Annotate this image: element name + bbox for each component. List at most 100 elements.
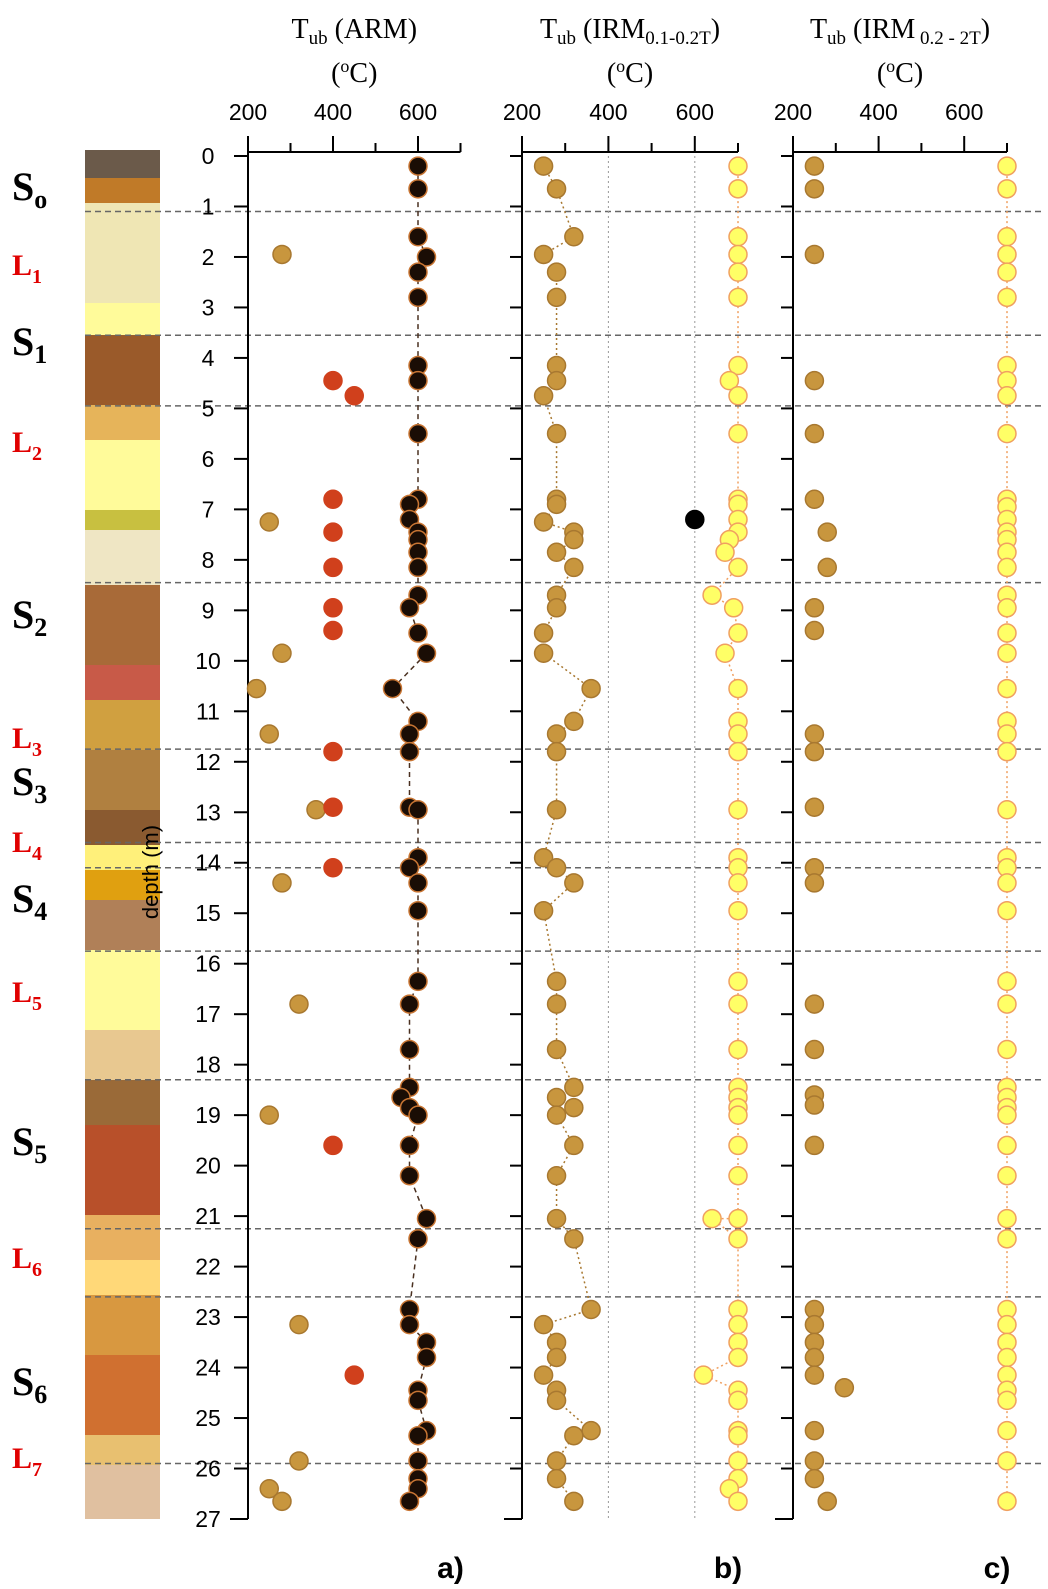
data-point xyxy=(728,724,748,744)
data-point xyxy=(408,287,428,308)
data-point xyxy=(564,711,584,732)
data-point xyxy=(416,1208,437,1229)
data-point xyxy=(546,598,567,618)
data-point xyxy=(533,386,554,406)
y-tick-label: 19 xyxy=(195,1102,221,1128)
unit-text: C) xyxy=(349,58,377,89)
data-point xyxy=(728,1039,748,1060)
data-point xyxy=(702,1208,722,1229)
data-point xyxy=(728,355,748,376)
data-point xyxy=(399,858,420,878)
unit-label: L7 xyxy=(12,1442,42,1481)
y-tick-label: 4 xyxy=(202,345,215,371)
data-point xyxy=(533,900,554,921)
data-point xyxy=(817,522,837,542)
data-point xyxy=(408,262,428,282)
data-point xyxy=(997,623,1017,643)
data-point xyxy=(728,1105,748,1125)
data-point xyxy=(546,724,567,744)
data-point xyxy=(408,557,428,578)
data-point xyxy=(997,1390,1017,1411)
unit-letter: S xyxy=(12,319,34,364)
data-point xyxy=(546,1208,567,1229)
data-point xyxy=(728,971,748,992)
data-point xyxy=(533,244,554,265)
y-tick-label: 20 xyxy=(195,1153,221,1179)
unit-letter: L xyxy=(12,976,32,1009)
panel-letter: a) xyxy=(437,1552,464,1585)
data-point xyxy=(546,1468,567,1489)
data-point xyxy=(546,370,567,391)
unit-letter: L xyxy=(12,249,32,282)
lithology-column xyxy=(85,150,160,1519)
data-point xyxy=(408,1390,428,1411)
title-text: (ARM) xyxy=(328,14,417,45)
data-point xyxy=(728,156,748,176)
data-point xyxy=(728,557,748,578)
data-point xyxy=(323,489,343,510)
data-point xyxy=(289,994,309,1014)
data-point xyxy=(728,623,748,643)
data-point xyxy=(546,179,567,199)
data-point xyxy=(416,643,437,663)
data-point xyxy=(546,542,567,563)
unit-text: ( xyxy=(331,58,340,89)
data-point xyxy=(693,1365,714,1385)
data-point xyxy=(533,623,554,643)
data-point xyxy=(546,1039,567,1060)
y-tick-label: 9 xyxy=(202,597,215,623)
data-point xyxy=(289,1451,309,1471)
unit-subscript: o xyxy=(34,185,47,214)
panel-title: Tub (IRM 0.2 - 2T) xyxy=(810,14,990,49)
y-tick-label: 22 xyxy=(195,1254,221,1280)
data-point xyxy=(408,156,428,176)
data-point xyxy=(533,156,554,176)
x-tick-label: 400 xyxy=(589,99,627,125)
data-point xyxy=(804,1451,825,1471)
data-point xyxy=(408,1425,428,1446)
unit-subscript: 6 xyxy=(34,1380,47,1409)
title-text: (IRM xyxy=(846,14,915,45)
unit-text: ( xyxy=(877,58,886,89)
data-point xyxy=(323,598,343,618)
y-tick-label: 25 xyxy=(195,1405,221,1431)
data-point xyxy=(323,1135,343,1156)
y-tick-label: 24 xyxy=(195,1355,221,1381)
data-point xyxy=(804,598,825,618)
data-point xyxy=(804,489,825,510)
unit-label: L3 xyxy=(12,722,42,761)
data-point xyxy=(323,741,343,762)
data-point xyxy=(259,512,279,532)
y-tick-label: 21 xyxy=(195,1203,221,1229)
title-text: T xyxy=(291,14,308,45)
title-subscript: 0.2 - 2T xyxy=(915,28,981,49)
data-point xyxy=(817,1491,837,1512)
data-point xyxy=(997,227,1017,247)
data-point xyxy=(997,287,1017,308)
data-point xyxy=(344,1365,364,1385)
y-tick-label: 13 xyxy=(195,799,221,825)
data-point xyxy=(728,1229,748,1249)
data-point xyxy=(728,423,748,444)
data-point xyxy=(399,1039,420,1060)
data-point xyxy=(719,370,740,391)
unit-letter: S xyxy=(12,592,34,637)
data-point xyxy=(804,1347,825,1368)
data-point xyxy=(728,227,748,247)
data-point xyxy=(728,1491,748,1512)
data-point xyxy=(408,1451,428,1471)
data-point xyxy=(997,1491,1017,1512)
data-point xyxy=(564,1229,584,1249)
unit-letter: L xyxy=(12,426,32,459)
data-point xyxy=(564,1135,584,1156)
data-point xyxy=(804,1135,825,1156)
data-point xyxy=(997,1039,1017,1060)
data-point xyxy=(834,1377,855,1398)
data-point xyxy=(546,971,567,992)
data-point xyxy=(728,287,748,308)
data-point xyxy=(399,598,420,618)
data-point xyxy=(408,799,428,820)
data-point xyxy=(804,724,825,744)
data-point xyxy=(728,900,748,921)
